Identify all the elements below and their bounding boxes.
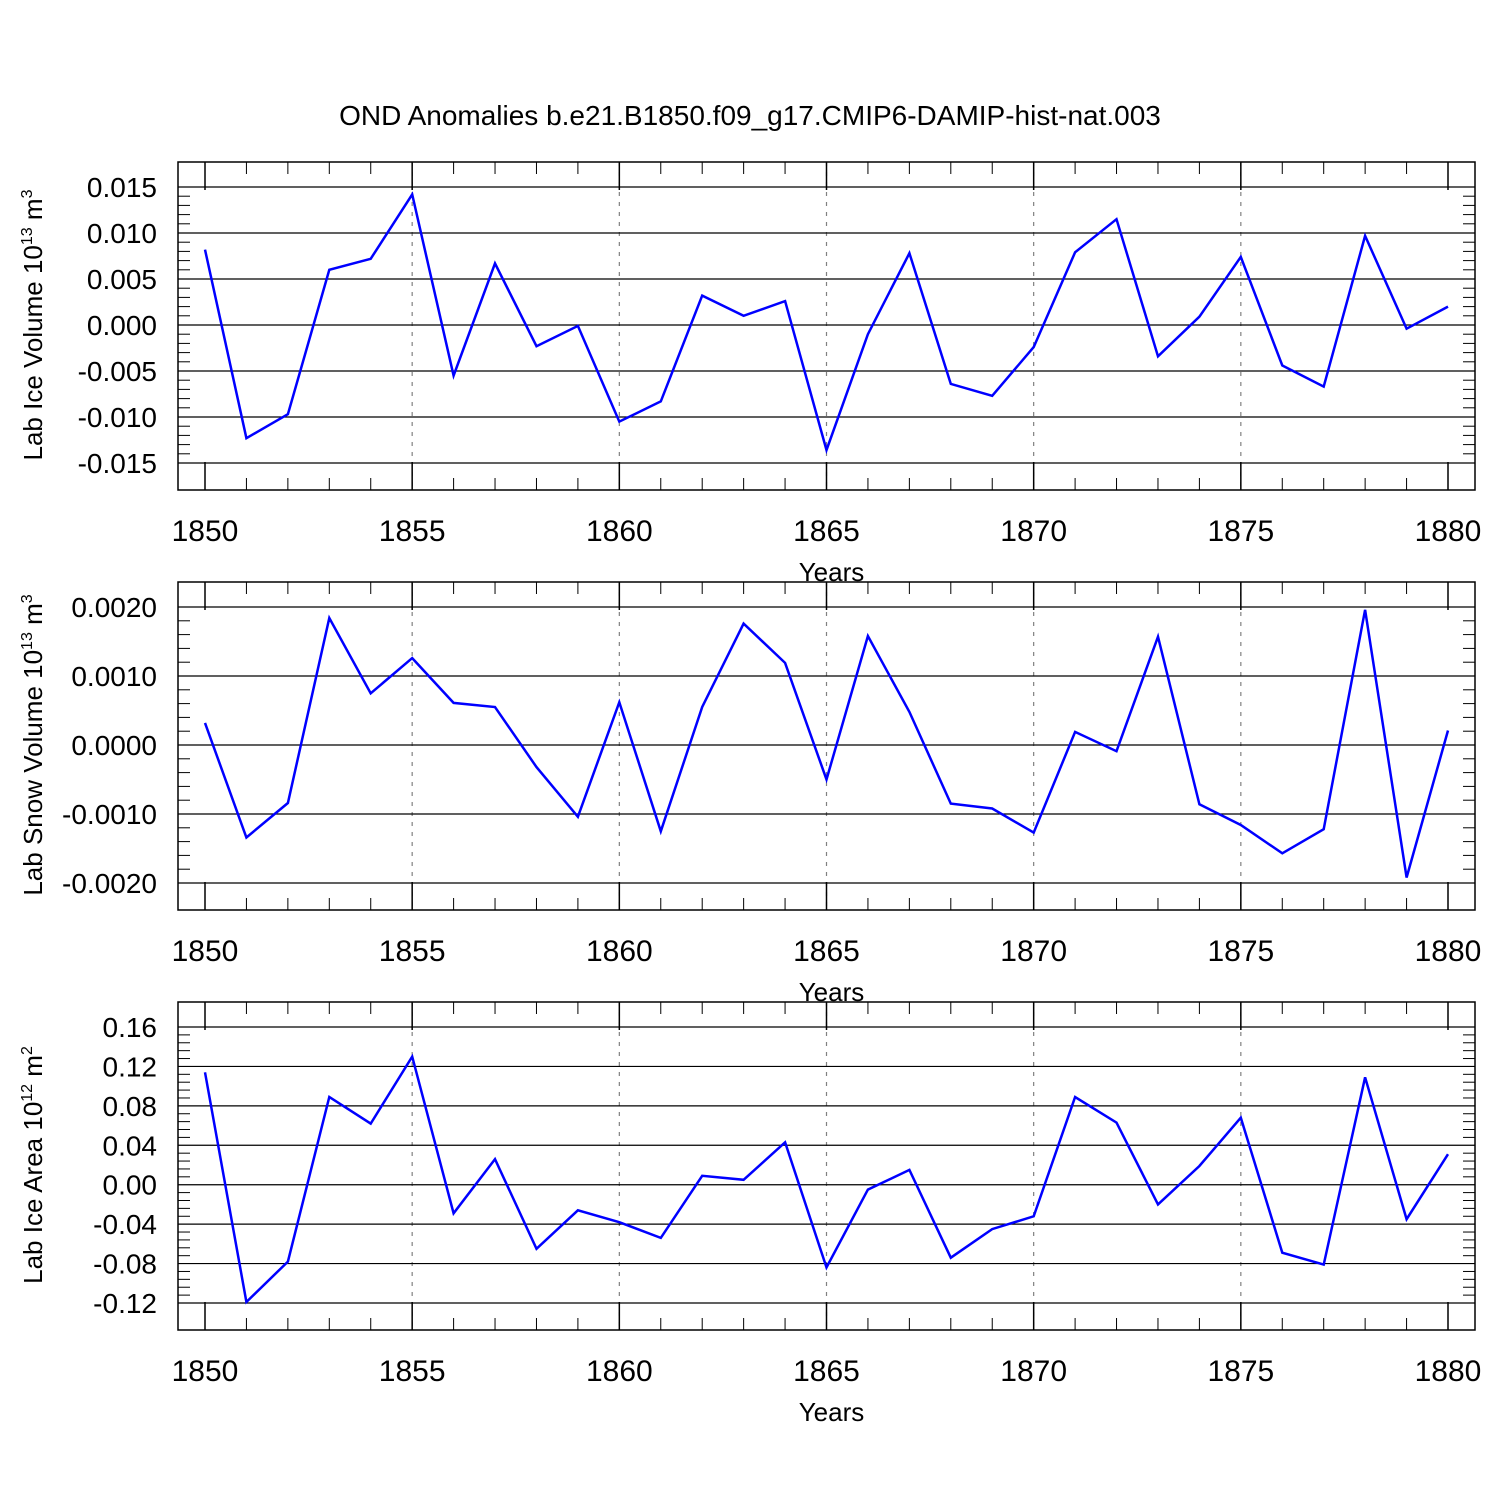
y-tick-label: -0.0010 xyxy=(62,799,157,830)
y-tick-label: -0.015 xyxy=(78,448,157,479)
x-tick-label: 1875 xyxy=(1207,1355,1274,1388)
x-tick-label: 1880 xyxy=(1415,515,1482,548)
y-tick-label: -0.005 xyxy=(78,356,157,387)
x-tick-label: 1855 xyxy=(379,1355,446,1388)
y-tick-label: 0.08 xyxy=(103,1091,158,1122)
panel-ice-volume: -0.015 -0.010 -0.005 0.000 0.005 0.010 0.015 18… xyxy=(18,161,1482,587)
y-tick-label: 0.00 xyxy=(103,1170,158,1201)
x-tick-label: 1870 xyxy=(1000,515,1067,548)
x-tick-label: 1865 xyxy=(793,935,860,968)
x-tick-label: 1875 xyxy=(1207,935,1274,968)
y-tick-label: 0.04 xyxy=(103,1130,158,1161)
y-tick-label: 0.0020 xyxy=(71,592,157,623)
y-axis-label: Lab Ice Volume 1013 m3 xyxy=(18,189,48,460)
y-tick-label: 0.005 xyxy=(87,264,157,295)
y-tick-label: -0.04 xyxy=(93,1209,157,1240)
x-tick-label: 1880 xyxy=(1415,935,1482,968)
y-axis-label: Lab Snow Volume 1013 m3 xyxy=(18,594,48,895)
x-tick-label: 1870 xyxy=(1000,1355,1067,1388)
x-tick-label: 1860 xyxy=(586,1355,653,1388)
y-tick-label: 0.16 xyxy=(103,1012,158,1043)
x-tick-label: 1875 xyxy=(1207,515,1274,548)
x-tick-label: 1870 xyxy=(1000,935,1067,968)
x-tick-label: 1860 xyxy=(586,935,653,968)
panel-snow-volume: -0.0020 -0.0010 0.0000 0.0010 0.0020 1850 1855… xyxy=(18,581,1482,1007)
x-tick-label: 1860 xyxy=(586,515,653,548)
y-tick-label: 0.0010 xyxy=(71,661,157,692)
y-tick-label: -0.12 xyxy=(93,1288,157,1319)
x-tick-label: 1850 xyxy=(172,1355,239,1388)
y-tick-label: 0.015 xyxy=(87,172,157,203)
y-tick-label: -0.08 xyxy=(93,1249,157,1280)
y-tick-label: -0.010 xyxy=(78,402,157,433)
x-tick-label: 1865 xyxy=(793,1355,860,1388)
y-tick-label: 0.010 xyxy=(87,218,157,249)
series-line xyxy=(203,1053,1450,1305)
x-tick-label: 1880 xyxy=(1415,1355,1482,1388)
x-tick-label: 1850 xyxy=(172,935,239,968)
y-tick-label: 0.000 xyxy=(87,310,157,341)
x-tick-label: 1855 xyxy=(379,515,446,548)
x-tick-label: 1865 xyxy=(793,515,860,548)
x-axis-label: Years xyxy=(799,1397,865,1427)
x-tick-label: 1855 xyxy=(379,935,446,968)
x-tick-label: 1850 xyxy=(172,515,239,548)
panel-ice-area: -0.12 -0.08 -0.04 0.00 0.04 0.08 0.12 0.16 1850 1… xyxy=(18,1001,1482,1427)
y-tick-label: -0.0020 xyxy=(62,868,157,899)
y-axis-label: Lab Ice Area 1012 m2 xyxy=(18,1046,48,1284)
series-line xyxy=(203,191,1449,455)
y-tick-label: 0.12 xyxy=(103,1051,158,1082)
y-tick-label: 0.0000 xyxy=(71,730,157,761)
figure-title: OND Anomalies b.e21.B1850.f09_g17.CMIP6-… xyxy=(339,100,1161,131)
